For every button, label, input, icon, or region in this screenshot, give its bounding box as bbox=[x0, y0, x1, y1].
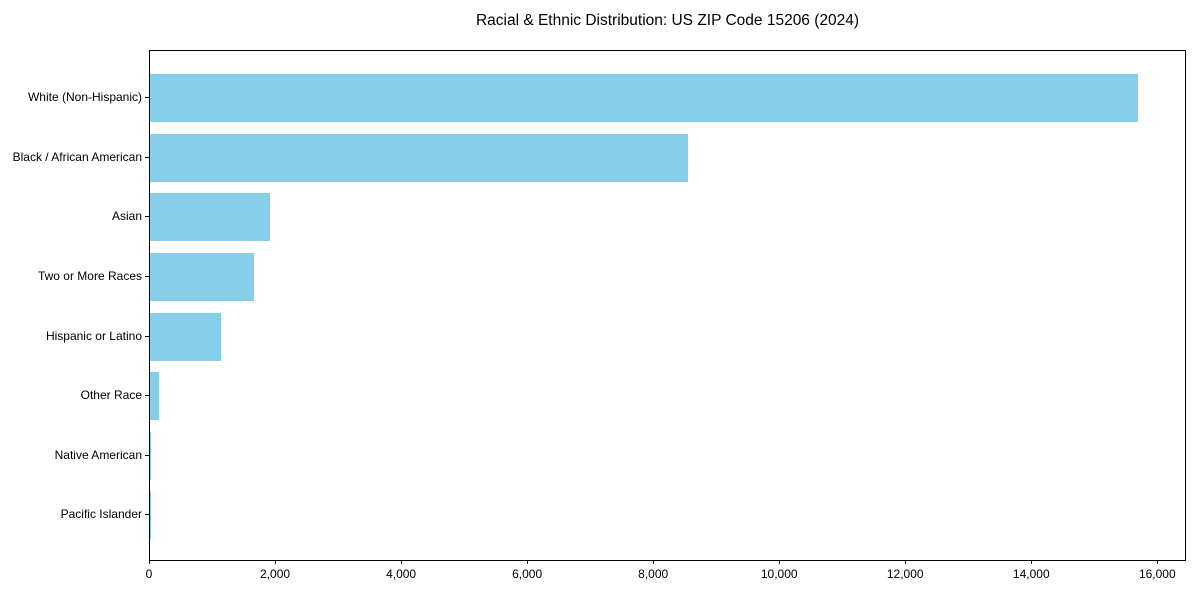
x-tick-mark bbox=[149, 560, 150, 564]
x-tick-label: 16,000 bbox=[1138, 567, 1176, 581]
y-tick-label: Asian bbox=[111, 209, 142, 224]
x-tick-label: 8,000 bbox=[638, 567, 669, 581]
x-tick-label: 14,000 bbox=[1012, 567, 1050, 581]
x-tick-mark bbox=[779, 560, 781, 564]
x-tick-label: 0 bbox=[145, 567, 153, 581]
bar bbox=[150, 252, 254, 301]
x-tick-mark bbox=[653, 560, 655, 564]
y-tick-mark bbox=[145, 156, 149, 158]
y-tick-mark bbox=[145, 97, 149, 99]
y-tick-label: Black / African American bbox=[12, 149, 142, 164]
x-tick-mark bbox=[1031, 560, 1033, 564]
y-tick-mark bbox=[145, 275, 149, 277]
x-tick-label: 6,000 bbox=[512, 567, 543, 581]
y-tick-label: White (Non-Hispanic) bbox=[27, 90, 142, 105]
y-tick-label: Native American bbox=[54, 447, 142, 462]
bar bbox=[150, 193, 270, 242]
bar bbox=[150, 133, 688, 182]
x-tick-label: 2,000 bbox=[260, 567, 291, 581]
bar bbox=[150, 431, 152, 480]
x-tick-mark bbox=[905, 560, 907, 564]
y-tick-label: Other Race bbox=[80, 388, 142, 403]
y-tick-mark bbox=[145, 395, 149, 397]
plot-area bbox=[149, 50, 1186, 561]
x-tick-label: 4,000 bbox=[386, 567, 417, 581]
bar bbox=[150, 74, 1138, 123]
chart-title: Racial & Ethnic Distribution: US ZIP Cod… bbox=[475, 12, 860, 29]
bar bbox=[150, 312, 221, 361]
y-tick-label: Two or More Races bbox=[37, 268, 142, 283]
x-tick-mark bbox=[275, 560, 277, 564]
y-tick-mark bbox=[145, 216, 149, 218]
x-tick-label: 12,000 bbox=[886, 567, 924, 581]
y-tick-mark bbox=[145, 335, 149, 337]
y-tick-mark bbox=[145, 454, 149, 456]
y-tick-mark bbox=[145, 514, 149, 516]
bar bbox=[150, 491, 151, 540]
y-tick-label: Pacific Islander bbox=[60, 507, 142, 522]
bar bbox=[150, 372, 159, 421]
y-tick-label: Hispanic or Latino bbox=[45, 328, 142, 343]
x-tick-mark bbox=[401, 560, 403, 564]
x-tick-mark bbox=[527, 560, 529, 564]
x-tick-mark bbox=[1157, 560, 1159, 564]
x-tick-label: 10,000 bbox=[760, 567, 798, 581]
